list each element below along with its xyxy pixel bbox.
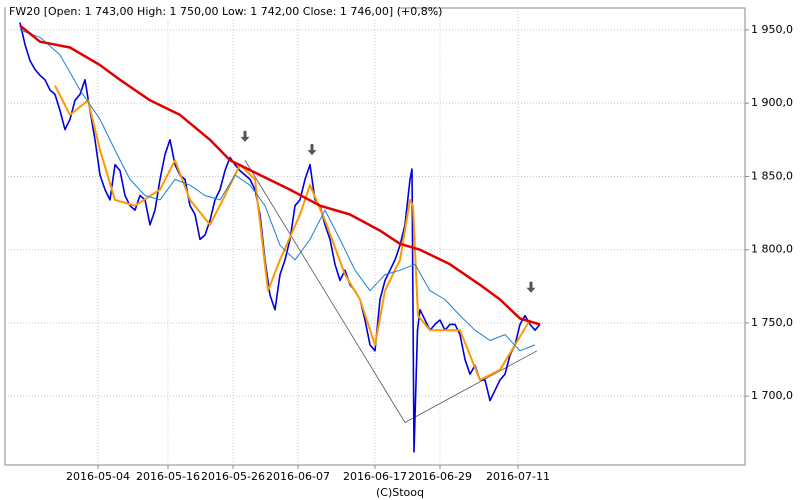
- series-line: [19, 24, 541, 326]
- footer: (C)Stooq: [376, 486, 424, 499]
- x-tick-label: 2016-05-04: [66, 470, 130, 483]
- series-layer: [19, 22, 541, 453]
- arrow-marker: [240, 130, 250, 142]
- y-tick-label: 1 800,0: [751, 243, 793, 256]
- x-tick-label: 2016-06-29: [408, 470, 472, 483]
- series-line: [54, 85, 531, 381]
- y-tick-label: 1 850,0: [751, 169, 793, 182]
- x-tick-label: 2016-07-11: [486, 470, 550, 483]
- x-tick-label: 2016-06-07: [266, 470, 330, 483]
- arrow-marker: [526, 281, 536, 293]
- y-tick-label: 1 950,0: [751, 23, 793, 36]
- series-line: [19, 22, 541, 453]
- x-tick-label: 2016-05-16: [136, 470, 200, 483]
- chart-title: FW20 [Open: 1 743,00 High: 1 750,00 Low:…: [9, 5, 442, 18]
- series-line: [19, 29, 536, 352]
- title-box: [6, 3, 398, 20]
- series-line: [244, 160, 538, 423]
- y-tick-label: 1 900,0: [751, 96, 793, 109]
- x-tick-label: 2016-05-26: [201, 470, 265, 483]
- arrow-marker: [307, 144, 317, 156]
- y-tick-label: 1 700,0: [751, 389, 793, 402]
- x-tick-label: 2016-06-17: [343, 470, 407, 483]
- y-tick-label: 1 750,0: [751, 316, 793, 329]
